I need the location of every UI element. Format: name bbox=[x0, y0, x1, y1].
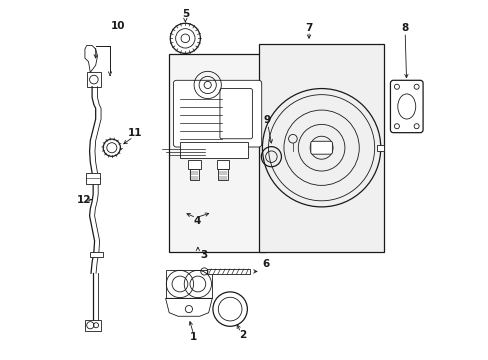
Text: 8: 8 bbox=[401, 23, 408, 33]
Text: 3: 3 bbox=[200, 249, 207, 260]
Bar bbox=[169, 54, 265, 252]
Bar bbox=[376, 145, 383, 150]
FancyBboxPatch shape bbox=[389, 80, 422, 133]
Bar bbox=[206, 269, 249, 274]
Bar bbox=[165, 270, 212, 298]
Text: 4: 4 bbox=[193, 216, 201, 226]
Text: 11: 11 bbox=[128, 129, 142, 138]
Text: 12: 12 bbox=[77, 195, 91, 205]
Bar bbox=[180, 142, 247, 158]
Bar bbox=[187, 160, 201, 169]
Text: 2: 2 bbox=[238, 330, 245, 340]
Bar bbox=[218, 169, 227, 180]
Text: 6: 6 bbox=[262, 259, 269, 269]
Bar bbox=[258, 44, 384, 252]
Bar bbox=[85, 320, 101, 330]
FancyBboxPatch shape bbox=[220, 89, 252, 139]
Bar bbox=[189, 169, 199, 180]
Bar bbox=[216, 160, 229, 169]
Text: 1: 1 bbox=[189, 332, 197, 342]
Bar bbox=[90, 252, 102, 257]
Text: 5: 5 bbox=[182, 9, 188, 19]
Text: 9: 9 bbox=[263, 115, 270, 125]
Bar bbox=[86, 72, 101, 87]
Text: 10: 10 bbox=[111, 21, 125, 31]
FancyBboxPatch shape bbox=[173, 80, 261, 147]
Text: 7: 7 bbox=[305, 23, 312, 33]
Bar bbox=[86, 173, 100, 184]
FancyBboxPatch shape bbox=[310, 141, 332, 154]
